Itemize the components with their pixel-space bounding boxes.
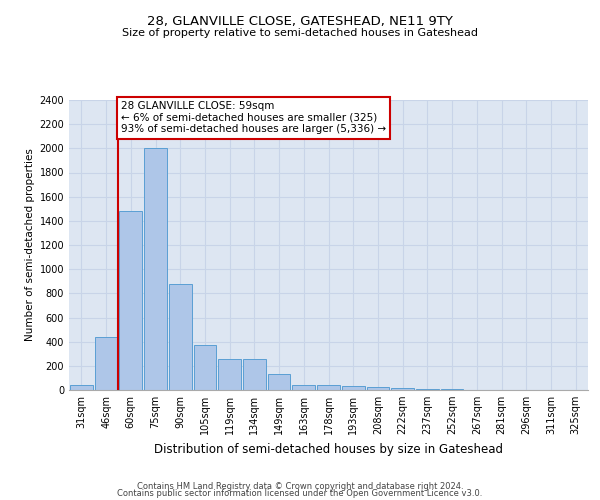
- Text: 28 GLANVILLE CLOSE: 59sqm
← 6% of semi-detached houses are smaller (325)
93% of : 28 GLANVILLE CLOSE: 59sqm ← 6% of semi-d…: [121, 101, 386, 134]
- Bar: [119, 211, 142, 390]
- Text: Size of property relative to semi-detached houses in Gateshead: Size of property relative to semi-detach…: [122, 28, 478, 38]
- Bar: [194, 344, 216, 390]
- Bar: [169, 284, 191, 390]
- Text: Contains public sector information licensed under the Open Government Licence v3: Contains public sector information licen…: [118, 490, 482, 498]
- Bar: [391, 388, 414, 390]
- Bar: [367, 387, 389, 390]
- Bar: [416, 389, 439, 390]
- Bar: [342, 386, 365, 390]
- Bar: [144, 148, 167, 390]
- X-axis label: Distribution of semi-detached houses by size in Gateshead: Distribution of semi-detached houses by …: [154, 442, 503, 456]
- Bar: [268, 374, 290, 390]
- Bar: [243, 358, 266, 390]
- Text: Contains HM Land Registry data © Crown copyright and database right 2024.: Contains HM Land Registry data © Crown c…: [137, 482, 463, 491]
- Bar: [95, 337, 118, 390]
- Bar: [317, 385, 340, 390]
- Y-axis label: Number of semi-detached properties: Number of semi-detached properties: [25, 148, 35, 342]
- Bar: [292, 385, 315, 390]
- Bar: [70, 384, 93, 390]
- Text: 28, GLANVILLE CLOSE, GATESHEAD, NE11 9TY: 28, GLANVILLE CLOSE, GATESHEAD, NE11 9TY: [147, 15, 453, 28]
- Bar: [218, 358, 241, 390]
